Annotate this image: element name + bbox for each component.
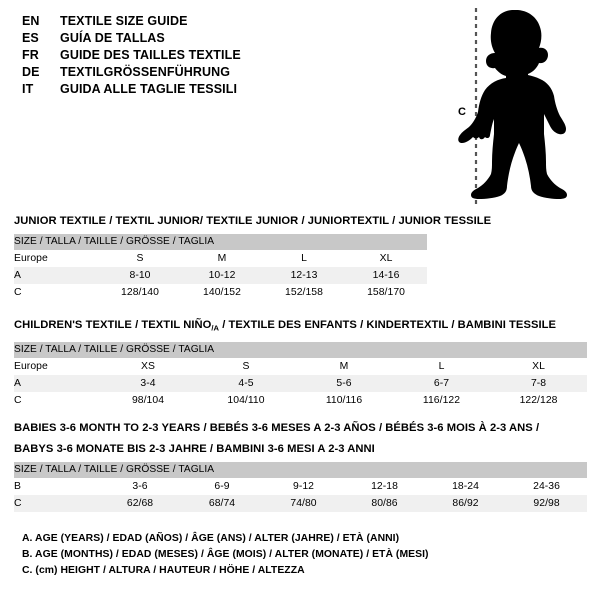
babies-row-c: C 62/68 68/74 74/80 80/86 86/92 92/98 [14, 495, 588, 512]
junior-size-table: SIZE / TALLA / TAILLE / GRÖSSE / TAGLIA … [14, 234, 428, 301]
children-cell: 122/128 [490, 391, 588, 409]
language-title-en: TEXTILE SIZE GUIDE [60, 14, 188, 28]
children-title-subscript: /A [211, 323, 220, 333]
babies-cell: 12-18 [344, 478, 425, 495]
section-childrens-textile: CHILDREN'S TEXTILE / TEXTIL NIÑO/A / TEX… [14, 317, 588, 409]
children-table-header-label: SIZE / TALLA / TAILLE / GRÖSSE / TAGLIA [14, 341, 588, 358]
babies-table-header-label: SIZE / TALLA / TAILLE / GRÖSSE / TAGLIA [14, 462, 588, 478]
language-title-it: GUIDA ALLE TAGLIE TESSILI [60, 82, 238, 96]
language-code-es: ES [22, 31, 39, 45]
junior-row-europe: Europe S M L XL [14, 250, 428, 267]
language-title-fr: GUIDE DES TAILLES TEXTILE [60, 48, 241, 62]
junior-cell: 8-10 [99, 267, 181, 284]
junior-cell: M [181, 250, 263, 267]
babies-cell: 86/92 [425, 495, 506, 512]
language-code-en: EN [22, 14, 40, 28]
babies-row-label: C [14, 495, 99, 512]
junior-cell: L [263, 250, 345, 267]
toddler-silhouette-icon [458, 10, 567, 199]
junior-cell: XL [345, 250, 428, 267]
babies-cell: 24-36 [506, 478, 588, 495]
junior-cell: 140/152 [181, 284, 263, 301]
junior-cell: 158/170 [345, 284, 428, 301]
junior-section-title: JUNIOR TEXTILE / TEXTIL JUNIOR/ TEXTILE … [14, 215, 492, 227]
babies-cell: 6-9 [181, 478, 263, 495]
junior-row-label: A [14, 267, 99, 284]
children-cell: S [197, 357, 295, 375]
children-row-c: C 98/104 104/110 110/116 116/122 122/128 [14, 391, 588, 409]
junior-cell: S [99, 250, 181, 267]
babies-cell: 18-24 [425, 478, 506, 495]
babies-row-b: B 3-6 6-9 9-12 12-18 18-24 24-36 [14, 478, 588, 495]
babies-size-table: SIZE / TALLA / TAILLE / GRÖSSE / TAGLIA … [14, 462, 588, 512]
legend-line-c: C. (cm) HEIGHT / ALTURA / HAUTEUR / HÖHE… [22, 565, 305, 576]
babies-cell: 80/86 [344, 495, 425, 512]
junior-row-label: C [14, 284, 99, 301]
children-cell: 104/110 [197, 391, 295, 409]
section-babies-textile: BABIES 3-6 MONTH TO 2-3 YEARS / BEBÉS 3-… [14, 420, 588, 512]
language-row-de: DE TEXTILGRÖSSENFÜHRUNG [22, 65, 422, 82]
children-row-a: A 3-4 4-5 5-6 6-7 7-8 [14, 374, 588, 392]
children-cell: 5-6 [295, 374, 393, 392]
legend-line-b: B. AGE (MONTHS) / EDAD (MESES) / ÂGE (MO… [22, 549, 429, 560]
children-title-pre: CHILDREN'S TEXTILE / TEXTIL NIÑO [14, 319, 212, 331]
toddler-figure-illustration [440, 6, 600, 206]
children-cell: 6-7 [393, 374, 490, 392]
children-cell: L [393, 357, 490, 375]
legend-line-a: A. AGE (YEARS) / EDAD (AÑOS) / ÂGE (ANS)… [22, 533, 400, 544]
babies-cell: 68/74 [181, 495, 263, 512]
language-row-en: EN TEXTILE SIZE GUIDE [22, 14, 422, 31]
children-size-table: SIZE / TALLA / TAILLE / GRÖSSE / TAGLIA … [14, 341, 588, 409]
language-title-de: TEXTILGRÖSSENFÜHRUNG [60, 65, 231, 79]
language-code-de: DE [22, 65, 40, 79]
babies-cell: 92/98 [506, 495, 588, 512]
children-cell: XS [99, 357, 197, 375]
babies-section-title-line2: BABYS 3-6 MONATE BIS 2-3 JAHRE / BAMBINI… [14, 443, 375, 455]
junior-cell: 10-12 [181, 267, 263, 284]
section-junior-textile: JUNIOR TEXTILE / TEXTIL JUNIOR/ TEXTILE … [14, 213, 491, 301]
junior-cell: 128/140 [99, 284, 181, 301]
junior-table-header-row: SIZE / TALLA / TAILLE / GRÖSSE / TAGLIA [14, 234, 428, 250]
children-cell: 4-5 [197, 374, 295, 392]
children-row-label: A [14, 374, 99, 392]
language-row-it: IT GUIDA ALLE TAGLIE TESSILI [22, 82, 422, 99]
babies-section-title-line1: BABIES 3-6 MONTH TO 2-3 YEARS / BEBÉS 3-… [14, 422, 540, 434]
children-title-post: / TEXTILE DES ENFANTS / KINDERTEXTIL / B… [219, 319, 557, 331]
babies-cell: 9-12 [263, 478, 344, 495]
babies-row-label: B [14, 478, 99, 495]
junior-table-header-label: SIZE / TALLA / TAILLE / GRÖSSE / TAGLIA [14, 234, 428, 250]
babies-cell: 3-6 [99, 478, 181, 495]
language-header-block: EN TEXTILE SIZE GUIDE ES GUÍA DE TALLAS … [22, 14, 422, 99]
language-row-es: ES GUÍA DE TALLAS [22, 31, 422, 48]
height-measure-label: C [458, 106, 467, 118]
children-cell: 110/116 [295, 391, 393, 409]
junior-row-label: Europe [14, 250, 99, 267]
babies-table-header-row: SIZE / TALLA / TAILLE / GRÖSSE / TAGLIA [14, 462, 588, 478]
language-row-fr: FR GUIDE DES TAILLES TEXTILE [22, 48, 422, 65]
junior-row-a: A 8-10 10-12 12-13 14-16 [14, 267, 428, 284]
children-cell: XL [490, 357, 588, 375]
measurement-legend: A. AGE (YEARS) / EDAD (AÑOS) / ÂGE (ANS)… [22, 531, 429, 579]
children-cell: 98/104 [99, 391, 197, 409]
children-cell: M [295, 357, 393, 375]
children-cell: 116/122 [393, 391, 490, 409]
babies-cell: 62/68 [99, 495, 181, 512]
junior-row-c: C 128/140 140/152 152/158 158/170 [14, 284, 428, 301]
children-table-header-row: SIZE / TALLA / TAILLE / GRÖSSE / TAGLIA [14, 341, 588, 358]
children-row-label: Europe [14, 357, 99, 375]
children-row-europe: Europe XS S M L XL [14, 357, 588, 375]
children-section-title: CHILDREN'S TEXTILE / TEXTIL NIÑO/A / TEX… [14, 317, 587, 337]
junior-cell: 14-16 [345, 267, 428, 284]
junior-cell: 152/158 [263, 284, 345, 301]
junior-cell: 12-13 [263, 267, 345, 284]
language-code-fr: FR [22, 48, 39, 62]
children-cell: 3-4 [99, 374, 197, 392]
children-row-label: C [14, 391, 99, 409]
children-cell: 7-8 [490, 374, 588, 392]
babies-cell: 74/80 [263, 495, 344, 512]
language-code-it: IT [22, 82, 34, 96]
language-title-es: GUÍA DE TALLAS [60, 31, 165, 45]
